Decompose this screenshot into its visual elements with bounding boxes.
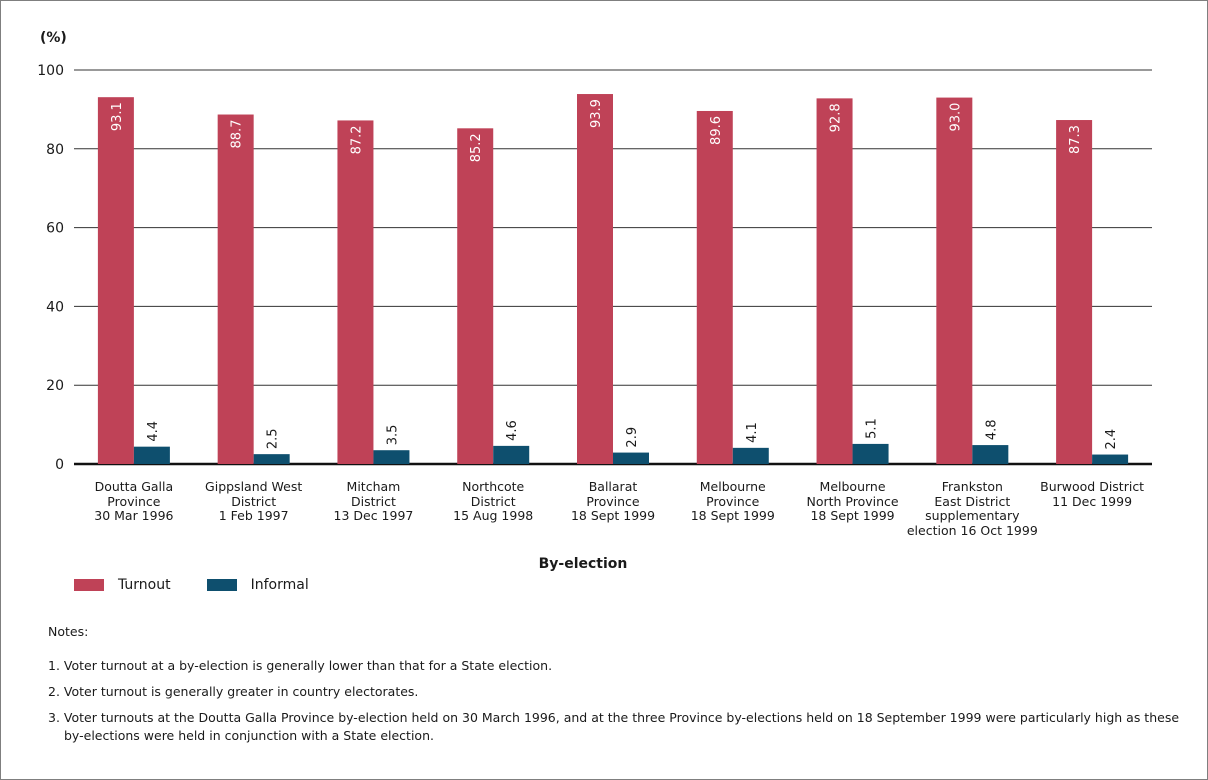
turnout-bar — [697, 111, 733, 464]
turnout-value-label: 87.2 — [349, 125, 364, 154]
turnout-bar — [457, 128, 493, 464]
note-item: 1. Voter turnout at a by-election is gen… — [48, 657, 1188, 675]
informal-value-label: 2.4 — [1104, 429, 1119, 450]
informal-bar — [373, 450, 409, 464]
informal-bar — [972, 445, 1008, 464]
note-item: 2. Voter turnout is generally greater in… — [48, 683, 1188, 701]
legend-label-informal: Informal — [251, 577, 309, 593]
informal-value-label: 4.1 — [745, 422, 760, 443]
turnout-value-label: 85.2 — [469, 133, 484, 162]
turnout-bar — [936, 98, 972, 464]
informal-value-label: 5.1 — [865, 418, 880, 439]
notes-title: Notes: — [48, 623, 1188, 641]
turnout-value-label: 93.9 — [589, 99, 604, 128]
informal-bar — [134, 447, 170, 464]
turnout-value-label: 88.7 — [230, 120, 245, 149]
informal-bar — [733, 448, 769, 464]
informal-value-label: 4.4 — [146, 421, 161, 442]
note-item: 3. Voter turnouts at the Doutta Galla Pr… — [48, 709, 1188, 745]
y-tick-label: 20 — [46, 378, 64, 394]
turnout-value-label: 87.3 — [1068, 125, 1083, 154]
turnout-value-label: 93.1 — [110, 102, 125, 131]
informal-value-label: 4.6 — [505, 420, 520, 441]
legend-item-informal: Informal — [207, 577, 309, 593]
informal-value-label: 4.8 — [984, 419, 999, 440]
legend-item-turnout: Turnout — [74, 577, 171, 593]
notes-section: Notes: 1. Voter turnout at a by-election… — [48, 623, 1188, 753]
informal-value-label: 2.9 — [625, 427, 640, 448]
informal-value-label: 2.5 — [266, 428, 281, 449]
informal-bar — [493, 446, 529, 464]
legend: Turnout Informal — [74, 577, 345, 593]
turnout-value-label: 92.8 — [829, 103, 844, 132]
x-category-label: Burwood District 11 Dec 1999 — [1022, 480, 1162, 509]
turnout-bar — [98, 97, 134, 464]
y-tick-label: 40 — [46, 299, 64, 315]
bar-chart: 0 20 40 60 80 100 93.1 4.4 88.7 2.5 87.2 3.5 85.2 4.… — [0, 0, 1208, 480]
informal-bar — [1092, 455, 1128, 464]
y-tick-label: 100 — [37, 63, 64, 79]
turnout-bar — [1056, 120, 1092, 464]
informal-value-label: 3.5 — [385, 425, 400, 446]
x-axis-title: By-election — [0, 556, 1208, 572]
informal-bar — [613, 453, 649, 464]
legend-swatch-informal — [207, 579, 237, 591]
turnout-bar — [218, 115, 254, 464]
turnout-bar — [817, 98, 853, 464]
y-tick-label: 60 — [46, 221, 64, 237]
y-tick-label: 0 — [55, 457, 64, 473]
legend-swatch-turnout — [74, 579, 104, 591]
turnout-value-label: 93.0 — [948, 103, 963, 132]
turnout-bar — [577, 94, 613, 464]
y-tick-label: 80 — [46, 142, 64, 158]
informal-bar — [853, 444, 889, 464]
turnout-bar — [337, 120, 373, 464]
turnout-value-label: 89.6 — [709, 116, 724, 145]
legend-label-turnout: Turnout — [118, 577, 171, 593]
informal-bar — [254, 454, 290, 464]
